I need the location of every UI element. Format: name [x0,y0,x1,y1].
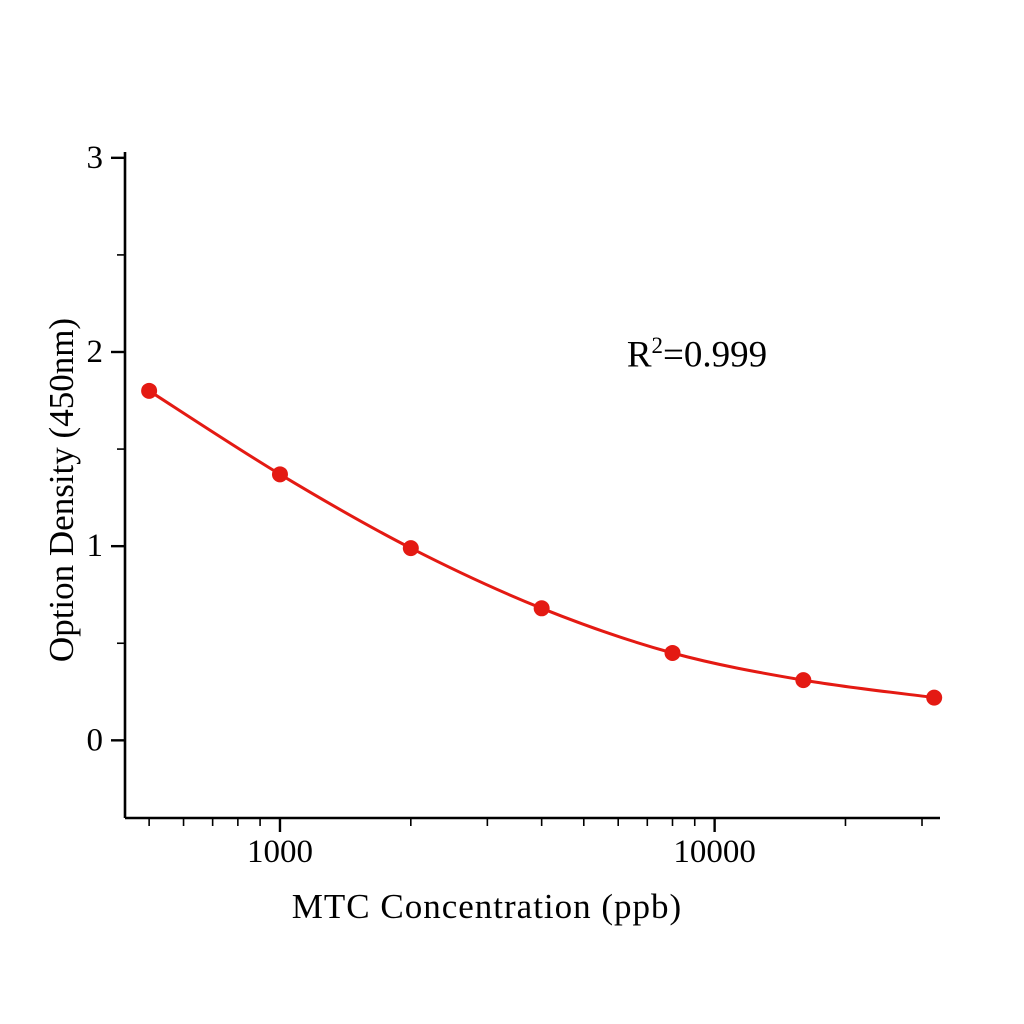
data-point [271,466,288,483]
r-squared-value: =0.999 [663,334,768,376]
data-point [795,672,812,689]
data-point [926,689,943,706]
r-squared-superscript: 2 [651,333,664,359]
y-axis-label: Option Density (450nm) [42,317,81,663]
data-point [141,382,158,399]
y-tick-label: 3 [87,140,104,176]
r-squared-annotation: R2=0.999 [627,334,767,377]
x-axis-label: MTC Concentration (ppb) [291,887,683,926]
x-tick-label: 1000 [247,834,313,870]
x-tick-label: 10000 [673,834,756,870]
r-squared-prefix: R [626,334,652,376]
data-point [533,600,550,617]
y-tick-label: 1 [87,528,104,564]
data-point [664,644,681,661]
y-tick-label: 2 [87,334,104,370]
fit-curve [148,389,935,700]
data-point [402,540,419,557]
y-tick-label: 0 [87,722,104,758]
